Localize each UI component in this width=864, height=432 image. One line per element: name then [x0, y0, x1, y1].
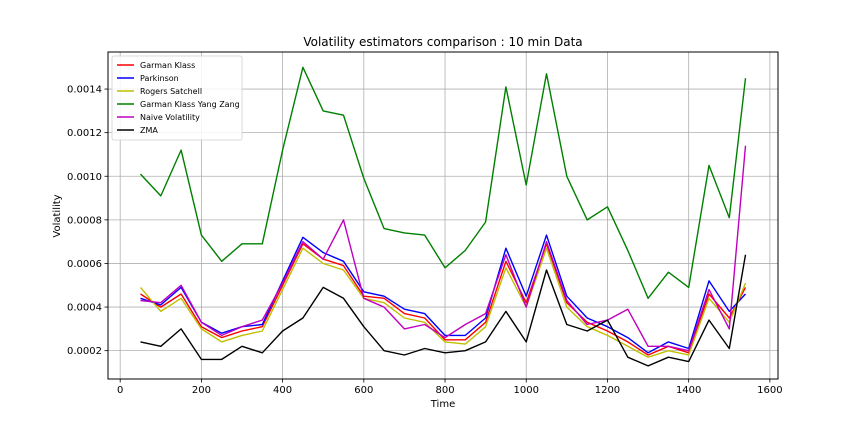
series-line-garman-klass-yang-zang [139, 66, 747, 299]
x-axis: 0 200 400 600 800 1000 1200 1400 1600 [117, 379, 783, 396]
x-tick-label: 1200 [595, 385, 620, 396]
x-tick-label: 0 [117, 385, 123, 396]
y-tick-label: 0.0014 [67, 85, 102, 96]
legend-label: Naive Volatility [140, 113, 200, 122]
y-tick-label: 0.0004 [67, 303, 102, 314]
y-tick-label: 0.0002 [67, 346, 102, 357]
y-axis: 0.0002 0.0004 0.0006 0.0008 0.0010 0.0012 0.00… [67, 85, 108, 357]
x-tick-label: 1000 [514, 385, 539, 396]
series-line-zma [140, 254, 747, 367]
y-tick-label: 0.0006 [67, 259, 102, 270]
x-tick-label: 400 [273, 385, 292, 396]
legend-box [111, 55, 243, 141]
legend-label: Rogers Satchell [140, 87, 202, 96]
x-axis-label: Time [430, 399, 455, 410]
legend: Garman Klass Parkinson Rogers Satchell Garm… [111, 55, 243, 141]
y-tick-label: 0.0012 [67, 128, 102, 139]
legend-label: Garman Klass [140, 61, 195, 70]
series-line-garman-klass [140, 243, 747, 356]
y-tick-label: 0.0010 [67, 172, 102, 183]
series-layer [139, 66, 747, 367]
x-tick-label: 800 [435, 385, 454, 396]
legend-label: ZMA [140, 126, 158, 135]
x-tick-label: 600 [354, 385, 373, 396]
x-tick-label: 1400 [676, 385, 701, 396]
y-axis-label: Volatility [52, 194, 63, 237]
series-line-rogers-satchell [139, 247, 747, 358]
chart-title: Volatility estimators comparison : 10 mi… [303, 35, 582, 49]
x-tick-label: 200 [192, 385, 211, 396]
legend-label: Parkinson [140, 74, 179, 83]
x-tick-label: 1600 [757, 385, 782, 396]
series-line-naive-volatility [140, 145, 747, 352]
y-tick-label: 0.0008 [67, 215, 102, 226]
legend-label: Garman Klass Yang Zang [140, 100, 240, 109]
plot-area [107, 51, 779, 380]
